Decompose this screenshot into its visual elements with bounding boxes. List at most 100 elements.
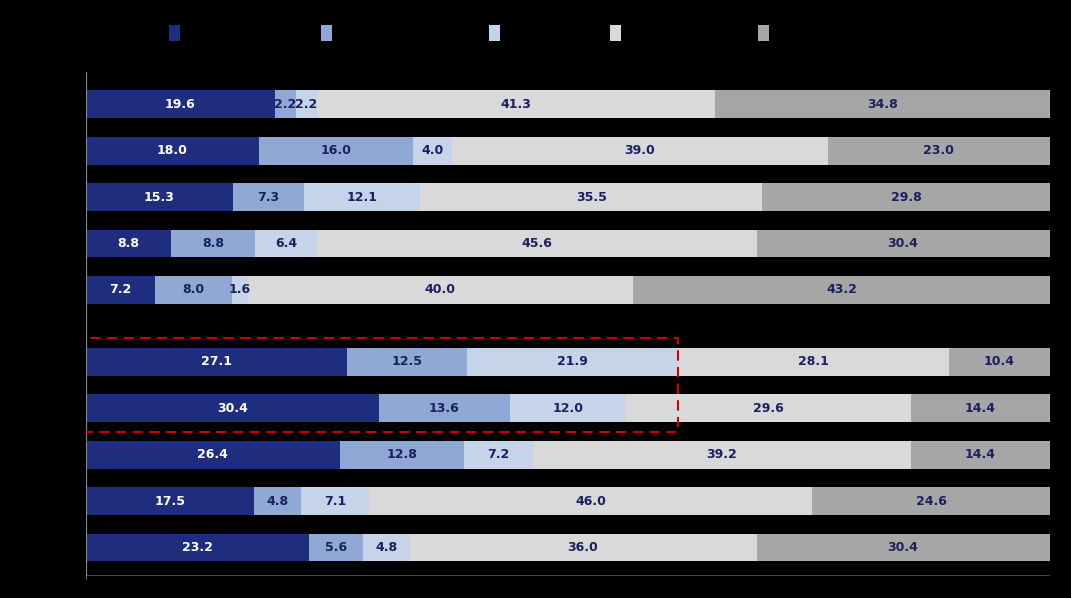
- Bar: [86, 230, 170, 258]
- Bar: [232, 276, 247, 304]
- Bar: [949, 348, 1050, 376]
- Text: 45.6: 45.6: [522, 237, 553, 250]
- Text: 10.4: 10.4: [984, 355, 1015, 368]
- Text: 2.2: 2.2: [296, 97, 317, 111]
- Bar: [274, 90, 296, 118]
- Bar: [379, 394, 510, 422]
- Text: 30.4: 30.4: [888, 541, 919, 554]
- Bar: [341, 441, 464, 469]
- Bar: [409, 533, 756, 562]
- Bar: [155, 276, 232, 304]
- Bar: [420, 183, 763, 211]
- Text: 40.0: 40.0: [425, 283, 456, 297]
- Text: 43.2: 43.2: [826, 283, 857, 297]
- Text: 18.0: 18.0: [157, 144, 187, 157]
- Bar: [259, 137, 413, 164]
- Bar: [633, 276, 1050, 304]
- Bar: [625, 394, 910, 422]
- Text: 7.2: 7.2: [109, 283, 132, 297]
- Text: 29.8: 29.8: [891, 191, 921, 203]
- Text: 46.0: 46.0: [575, 495, 606, 508]
- Bar: [413, 137, 452, 164]
- Bar: [255, 487, 301, 515]
- Text: 39.2: 39.2: [707, 448, 737, 461]
- Text: 29.6: 29.6: [753, 402, 784, 415]
- Bar: [296, 90, 317, 118]
- Text: 5.6: 5.6: [326, 541, 347, 554]
- Bar: [828, 137, 1050, 164]
- Bar: [86, 90, 274, 118]
- Text: 7.2: 7.2: [487, 448, 510, 461]
- Text: 8.8: 8.8: [202, 237, 224, 250]
- Text: 4.8: 4.8: [267, 495, 288, 508]
- Bar: [347, 348, 467, 376]
- Text: 14.4: 14.4: [965, 402, 996, 415]
- Text: 12.5: 12.5: [392, 355, 423, 368]
- Text: 19.6: 19.6: [165, 97, 196, 111]
- Bar: [310, 533, 363, 562]
- Text: 1.6: 1.6: [229, 283, 251, 297]
- Text: 34.8: 34.8: [868, 97, 899, 111]
- Bar: [86, 533, 310, 562]
- Bar: [170, 230, 255, 258]
- Bar: [86, 183, 233, 211]
- Bar: [86, 348, 347, 376]
- Text: 17.5: 17.5: [154, 495, 185, 508]
- Text: 8.0: 8.0: [182, 283, 205, 297]
- Bar: [510, 394, 625, 422]
- Text: 14.4: 14.4: [965, 448, 996, 461]
- Bar: [247, 276, 633, 304]
- Bar: [464, 441, 533, 469]
- Bar: [756, 230, 1050, 258]
- Bar: [533, 441, 910, 469]
- Bar: [363, 533, 409, 562]
- Text: 8.8: 8.8: [117, 237, 139, 250]
- Bar: [86, 441, 341, 469]
- Bar: [679, 348, 949, 376]
- Bar: [763, 183, 1050, 211]
- Text: 39.0: 39.0: [624, 144, 655, 157]
- Text: 30.4: 30.4: [888, 237, 919, 250]
- Bar: [715, 90, 1051, 118]
- Bar: [317, 90, 715, 118]
- Text: 23.2: 23.2: [182, 541, 213, 554]
- Bar: [86, 394, 379, 422]
- Text: 4.8: 4.8: [375, 541, 397, 554]
- Text: 28.1: 28.1: [799, 355, 829, 368]
- Text: 30.4: 30.4: [216, 402, 247, 415]
- Bar: [813, 487, 1050, 515]
- Text: 24.6: 24.6: [916, 495, 947, 508]
- Text: 27.1: 27.1: [200, 355, 231, 368]
- Text: 12.1: 12.1: [346, 191, 377, 203]
- Bar: [756, 533, 1050, 562]
- Bar: [255, 230, 317, 258]
- Bar: [369, 487, 813, 515]
- Bar: [467, 348, 679, 376]
- Bar: [66, 338, 679, 432]
- Text: 4.0: 4.0: [422, 144, 443, 157]
- Bar: [317, 230, 756, 258]
- Bar: [301, 487, 369, 515]
- Text: 16.0: 16.0: [321, 144, 351, 157]
- Text: 12.8: 12.8: [387, 448, 418, 461]
- Text: 6.4: 6.4: [275, 237, 298, 250]
- Text: 35.5: 35.5: [576, 191, 606, 203]
- Text: 36.0: 36.0: [568, 541, 599, 554]
- Bar: [86, 487, 255, 515]
- Text: 2.2: 2.2: [274, 97, 297, 111]
- Text: 7.1: 7.1: [323, 495, 346, 508]
- Text: 41.3: 41.3: [500, 97, 531, 111]
- Text: 26.4: 26.4: [197, 448, 228, 461]
- Text: 7.3: 7.3: [257, 191, 280, 203]
- Bar: [910, 394, 1050, 422]
- Bar: [910, 441, 1050, 469]
- Text: 13.6: 13.6: [428, 402, 459, 415]
- Bar: [303, 183, 420, 211]
- Text: 21.9: 21.9: [558, 355, 588, 368]
- Bar: [86, 276, 155, 304]
- Bar: [452, 137, 828, 164]
- Text: 15.3: 15.3: [144, 191, 175, 203]
- Bar: [233, 183, 303, 211]
- Text: 23.0: 23.0: [923, 144, 954, 157]
- Text: 12.0: 12.0: [553, 402, 583, 415]
